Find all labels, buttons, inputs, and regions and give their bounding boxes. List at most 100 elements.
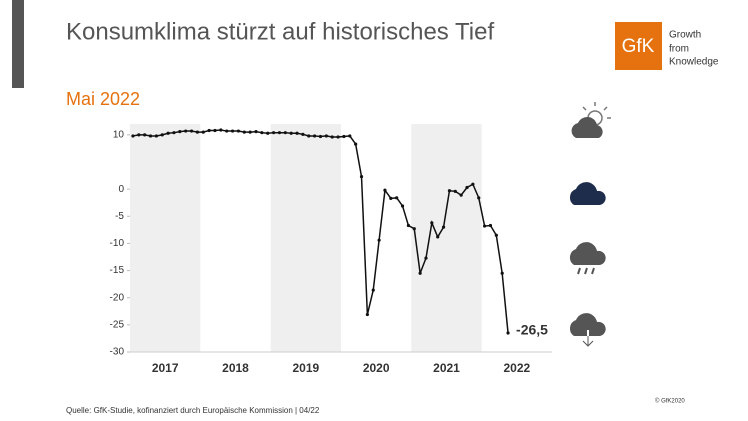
point [160,133,164,137]
year-band [270,124,341,352]
logo [615,22,662,70]
point [324,134,328,138]
point [195,130,200,134]
point [418,271,422,275]
point [295,131,299,135]
x-tick-label: 2021 [433,361,460,375]
x-tick-label: 2020 [363,361,390,375]
point [318,134,323,139]
y-tick-label: -20 [110,292,125,303]
point [143,133,147,137]
point [477,196,481,200]
sun-cloud-icon [571,102,611,138]
logo-text: GfK [622,36,655,57]
point [400,204,405,208]
point [488,223,493,228]
point [371,288,375,292]
point [266,131,270,135]
x-tick-label: 2022 [503,361,530,375]
point [383,188,387,192]
point [436,235,440,239]
point [447,189,452,193]
rain-cloud-icon [569,242,606,275]
subtitle: Mai 2022 [66,89,140,109]
point [500,271,504,275]
point [137,133,141,137]
copyright: © GfK2020 [655,398,685,405]
point [330,135,334,139]
point [219,128,223,132]
point [230,129,235,133]
point [242,130,246,134]
point [184,129,188,133]
tagline: from [669,44,689,55]
point [471,182,475,186]
y-tick-label: -15 [110,265,125,276]
y-tick-label: 10 [113,129,125,140]
source: Quelle: GfK-Studie, kofinanziert durch E… [66,406,320,415]
point [395,196,399,200]
point [289,131,293,135]
point [271,131,276,135]
point [313,134,317,138]
point [494,233,498,237]
point [342,134,346,139]
y-tick-label: -10 [110,238,125,249]
point [453,189,457,193]
point [506,331,510,335]
title: Konsumklima stürzt auf historisches Tief [66,18,494,45]
point [424,256,428,260]
point [301,132,305,136]
y-tick-label: -25 [110,319,125,330]
point [354,142,358,146]
point [178,130,182,134]
point [201,130,205,134]
cloud-icon [569,182,606,205]
point [336,135,340,139]
y-tick-label: 0 [118,184,124,195]
y-tick-label: -5 [115,211,124,222]
point [430,221,434,225]
point [283,131,287,135]
value-label: -26,5 [516,322,548,338]
y-tick-label: -30 [110,347,125,358]
point [482,224,487,228]
point [377,238,381,242]
point [389,196,393,200]
point [459,193,463,197]
point [260,131,264,135]
plot: 10 0 -5 -10 -15 -20 -25 -30 2017 2018 2019 2020 2021… [110,124,552,375]
point [412,227,416,231]
point [348,134,352,138]
point [189,129,194,133]
point [166,131,170,135]
point [254,130,258,134]
point [148,134,153,138]
tagline: Knowledge [669,57,719,68]
tagline: Growth [669,30,701,41]
point [225,129,229,133]
point [465,185,469,190]
point [207,128,211,133]
point [213,128,217,133]
x-tick-label: 2019 [292,361,319,375]
point [277,131,282,135]
point [406,223,411,228]
accent-bar [12,0,24,88]
storm-cloud-icon [569,313,606,348]
point [441,225,446,229]
point [131,134,135,138]
point [248,130,252,134]
year-band [411,124,482,352]
weather-icons [569,102,611,348]
point [307,134,311,138]
year-band [130,124,201,352]
point [172,131,176,135]
point [359,175,364,179]
x-tick-label: 2017 [152,361,179,375]
x-tick-label: 2018 [222,361,249,375]
point [236,129,241,133]
point [365,312,369,317]
point [154,134,158,138]
